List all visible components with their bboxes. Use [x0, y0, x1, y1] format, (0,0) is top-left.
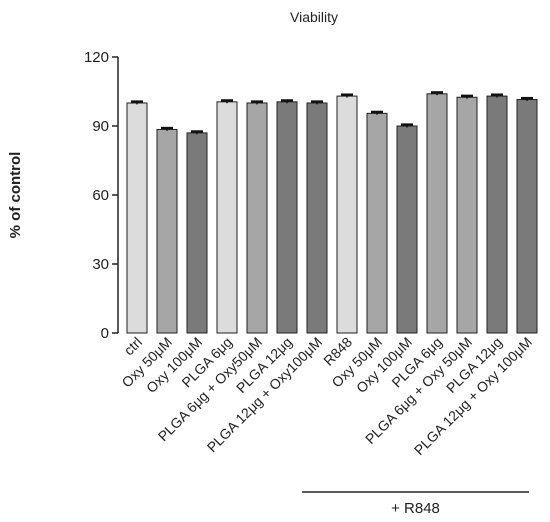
- y-tick-label: 30: [92, 256, 109, 273]
- y-axis-label: % of control: [7, 152, 24, 239]
- y-tick-label: 120: [84, 49, 109, 66]
- bar: [516, 99, 538, 334]
- y-tick-label: 60: [92, 187, 109, 204]
- bracket-label: + R848: [391, 500, 440, 517]
- bar: [156, 128, 178, 334]
- bar: [366, 112, 388, 334]
- bar: [486, 95, 508, 334]
- group-bracket: + R848: [302, 491, 529, 517]
- bar: [336, 95, 358, 334]
- bar: [306, 102, 328, 334]
- chart-title: Viability: [290, 9, 338, 25]
- bars-group: [126, 91, 538, 334]
- bar: [396, 125, 418, 334]
- bar: [126, 102, 148, 334]
- y-tick-label: 90: [92, 118, 109, 135]
- bar: [186, 132, 208, 334]
- y-axis: 0 30 60 90 120: [84, 49, 119, 342]
- x-tick-label: ctrl: [121, 334, 146, 359]
- bar: [276, 101, 298, 334]
- bar: [246, 102, 268, 334]
- bar: [216, 101, 238, 334]
- bar: [426, 93, 448, 334]
- y-tick-label: 0: [101, 325, 109, 342]
- bar: [456, 96, 478, 334]
